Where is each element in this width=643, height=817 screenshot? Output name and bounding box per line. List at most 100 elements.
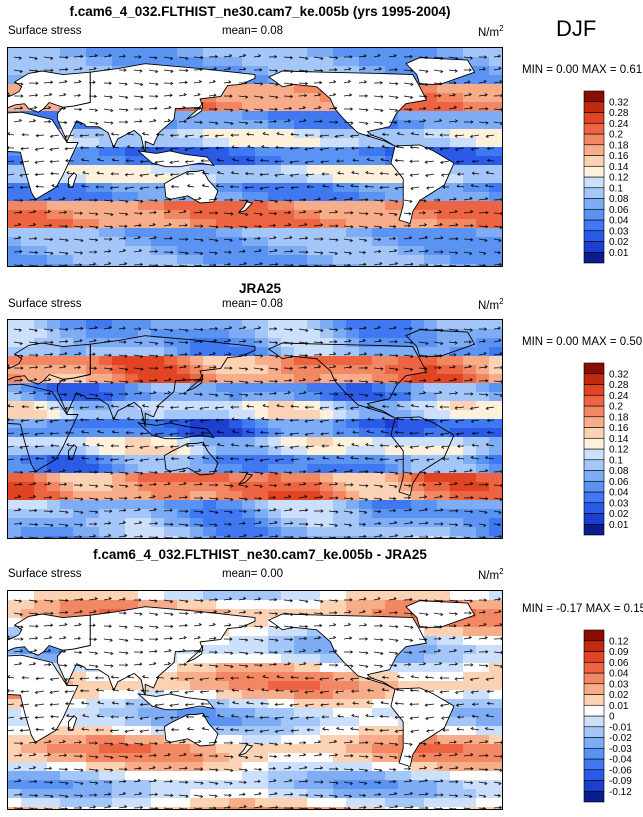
stress-vector-head [410,186,414,191]
field-cell [125,717,139,727]
field-cell [229,708,243,718]
stress-vector-head [440,236,444,240]
stress-vector [367,418,375,421]
stress-vector [448,366,456,369]
stress-vector-head [422,483,426,487]
stress-vector [148,107,158,110]
stress-vector [66,172,75,175]
field-cell [34,753,48,763]
field-cell [281,138,295,148]
stress-vector-head [245,484,249,489]
field-cell [463,708,477,718]
field-cell [86,219,100,229]
stress-vector-head [155,535,159,538]
field-cell [151,329,165,339]
field-cell [86,246,100,256]
field-cell [437,419,451,429]
field-cell [8,401,22,411]
field-cell [398,401,412,411]
stress-vector-head [200,431,204,435]
stress-vector-head [394,172,398,177]
field-cell [489,500,502,510]
field-cell [307,410,321,420]
field-cell [151,600,165,610]
field-cell [255,500,269,510]
field-cell [307,446,321,456]
field-cell [307,600,321,610]
stress-vector-head [485,134,489,139]
field-cell [255,111,269,121]
stress-vector [163,199,172,201]
stress-vector-head [230,497,234,502]
field-cell [164,329,178,339]
panel2-colorbar: 0.01 0.02 0.03 0.04 0.06 0.08 0.1 0.12 0.14 0.16 0… [583,362,629,536]
stress-vector-head [378,521,382,526]
field-cell [242,192,256,202]
field-cell [229,174,243,184]
field-cell [112,210,126,220]
field-cell [255,600,269,610]
field-cell [346,600,360,610]
field-cell [385,663,399,673]
field-cell [398,246,412,256]
field-cell [294,192,308,202]
field-cell [21,591,35,601]
field-cell [333,264,347,266]
stress-vector-head [18,507,22,512]
field-cell [190,536,204,538]
field-cell [73,753,87,763]
field-cell [86,509,100,519]
stress-vector-head [95,238,99,242]
stress-vector-head [274,55,278,59]
stress-vector-head [320,341,324,345]
stress-vector [463,536,471,538]
stress-vector-head [245,157,249,162]
field-cell [151,753,165,763]
stress-vector [217,444,225,447]
field-cell [190,681,204,691]
stress-vector-head [471,443,475,447]
field-cell [125,183,139,193]
stress-vector-head [95,417,99,421]
field-cell [294,726,308,736]
stress-vector [208,225,219,228]
stress-vector-head [287,118,291,123]
field-cell [411,464,425,474]
field-cell [463,699,477,709]
stress-vector-head [168,222,172,227]
field-cell [320,401,334,411]
stress-vector-head [245,95,249,99]
stress-vector-head [468,364,472,369]
stress-vector [223,327,232,330]
stress-vector-head [363,54,367,58]
field-cell [112,138,126,148]
stress-vector [133,471,143,474]
field-cell [255,57,269,67]
field-cell [463,210,477,220]
field-cell [203,410,217,420]
stress-vector [403,535,414,538]
stress-vector-head [484,55,488,59]
field-cell [333,201,347,211]
stress-vector-head [485,225,489,229]
field-cell [307,147,321,157]
stress-vector-head [80,158,84,162]
field-cell [60,401,74,411]
field-cell [203,419,217,429]
field-cell [177,320,191,330]
field-cell [60,246,74,256]
stress-vector-head [320,69,324,73]
stress-vector-head [470,495,474,500]
stress-vector-head [33,118,37,123]
stress-vector [88,121,98,124]
field-cell [151,473,165,483]
field-cell [73,446,87,456]
field-cell [450,753,464,763]
field-cell [411,138,425,148]
stress-vector [217,172,225,175]
field-cell [190,690,204,700]
field-cell [463,246,477,256]
stress-vector [433,56,444,59]
stress-vector-head [319,80,323,85]
stress-vector-head [303,390,307,395]
